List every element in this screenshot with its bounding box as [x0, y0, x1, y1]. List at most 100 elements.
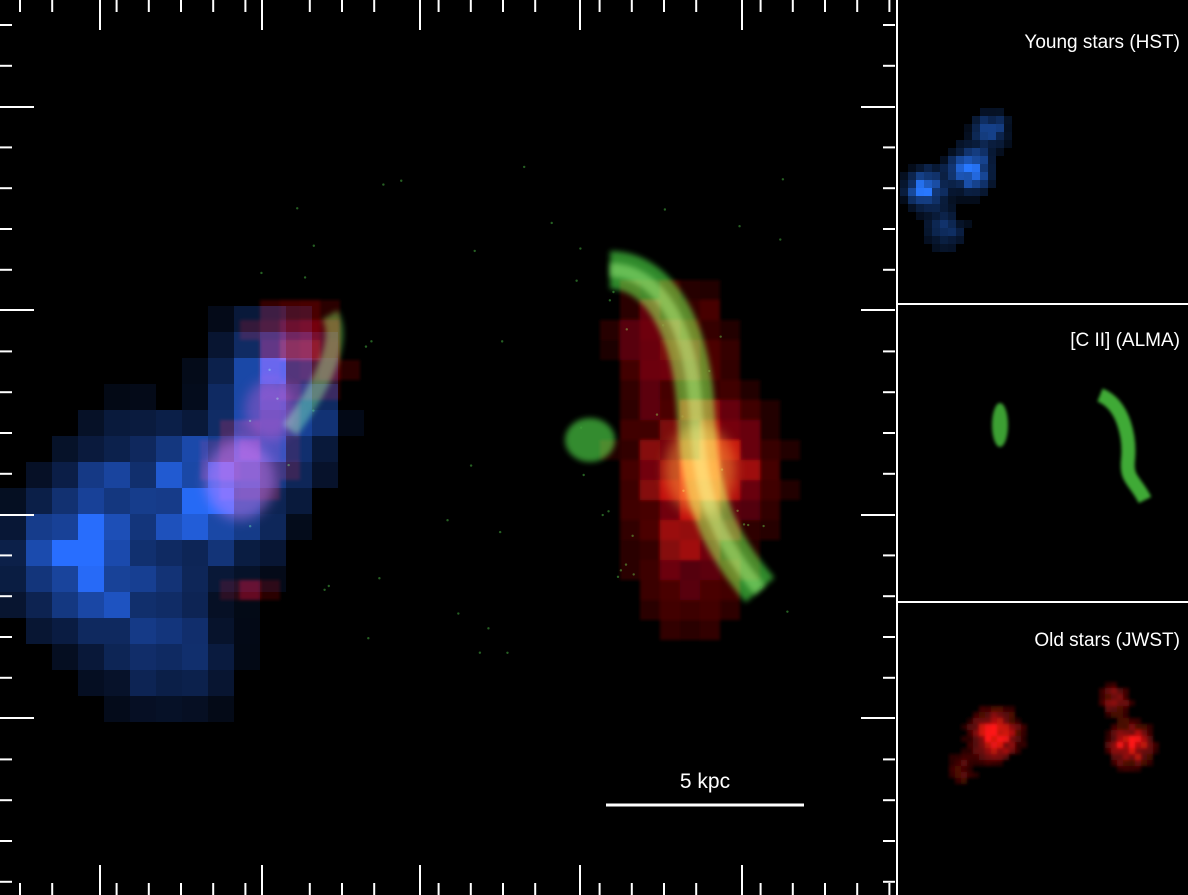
- pixel: [780, 440, 800, 460]
- pixel: [916, 204, 924, 212]
- pixel: [780, 480, 800, 500]
- pixel: [991, 748, 997, 754]
- pixel: [964, 172, 972, 180]
- pixel: [956, 188, 964, 196]
- pixel: [980, 108, 988, 116]
- pixel: [988, 164, 996, 172]
- pixel: [620, 320, 640, 340]
- pixel: [1147, 760, 1153, 766]
- pixel: [961, 760, 967, 766]
- pixel: [1141, 748, 1147, 754]
- pixel: [991, 742, 997, 748]
- pixel: [52, 644, 78, 670]
- pixel: [1004, 140, 1012, 148]
- pixel: [991, 724, 997, 730]
- pixel: [973, 718, 979, 724]
- speck: [296, 207, 298, 209]
- pixel: [964, 180, 972, 188]
- pixel: [964, 220, 972, 228]
- pixel: [52, 566, 78, 592]
- pixel: [1105, 736, 1111, 742]
- pixel: [1117, 766, 1123, 772]
- pixel: [1111, 724, 1117, 730]
- pixel: [988, 116, 996, 124]
- speck: [523, 166, 525, 168]
- pixel: [182, 540, 208, 566]
- pixel: [1117, 754, 1123, 760]
- speck: [249, 525, 251, 527]
- speck: [365, 345, 367, 347]
- pixel: [991, 730, 997, 736]
- pixel: [640, 540, 660, 560]
- speck: [582, 474, 584, 476]
- pixel: [980, 140, 988, 148]
- pixel: [26, 462, 52, 488]
- pixel: [932, 172, 940, 180]
- pixel: [1009, 706, 1015, 712]
- speck: [708, 370, 710, 372]
- pixel: [1111, 700, 1117, 706]
- speck: [313, 245, 315, 247]
- pixel: [988, 180, 996, 188]
- pixel: [964, 188, 972, 196]
- pixel: [182, 696, 208, 722]
- pixel: [1015, 742, 1021, 748]
- pixel: [997, 712, 1003, 718]
- clump: [565, 418, 615, 462]
- pixel: [1135, 766, 1141, 772]
- pixel: [948, 228, 956, 236]
- pixel: [208, 696, 234, 722]
- pixel: [1141, 736, 1147, 742]
- pixel: [940, 188, 948, 196]
- pixel: [979, 712, 985, 718]
- pixel: [640, 600, 660, 620]
- pixel: [964, 164, 972, 172]
- pixel: [967, 724, 973, 730]
- pixel: [1123, 700, 1129, 706]
- pixel: [1111, 688, 1117, 694]
- pixel: [967, 730, 973, 736]
- speck: [779, 238, 781, 240]
- pixel: [964, 148, 972, 156]
- pixel: [1129, 766, 1135, 772]
- pixel: [949, 754, 955, 760]
- pixel: [760, 400, 780, 420]
- pixel: [130, 514, 156, 540]
- pixel: [740, 420, 760, 440]
- pixel: [1123, 736, 1129, 742]
- pixel: [640, 480, 660, 500]
- pixel: [234, 644, 260, 670]
- pixel: [1153, 742, 1159, 748]
- pixel: [1111, 706, 1117, 712]
- pixel: [940, 244, 948, 252]
- pixel: [1009, 742, 1015, 748]
- pixel: [924, 220, 932, 228]
- speck: [786, 610, 788, 612]
- pixel: [997, 730, 1003, 736]
- pixel: [991, 736, 997, 742]
- pixel: [985, 706, 991, 712]
- pixel: [948, 204, 956, 212]
- pixel: [991, 754, 997, 760]
- pixel: [955, 754, 961, 760]
- pixel: [156, 514, 182, 540]
- pixel: [1135, 754, 1141, 760]
- pixel: [720, 400, 740, 420]
- pixel: [1105, 688, 1111, 694]
- pixel: [340, 360, 360, 380]
- pixel: [740, 400, 760, 420]
- pixel: [973, 748, 979, 754]
- pixel: [620, 360, 640, 380]
- pixel: [1129, 730, 1135, 736]
- pixel: [104, 644, 130, 670]
- pixel: [680, 540, 700, 560]
- pixel: [640, 340, 660, 360]
- pixel: [700, 320, 720, 340]
- pixel: [988, 172, 996, 180]
- speck: [501, 340, 503, 342]
- pixel: [955, 778, 961, 784]
- pixel: [680, 580, 700, 600]
- pixel: [1129, 724, 1135, 730]
- pixel: [1111, 748, 1117, 754]
- speck: [579, 247, 581, 249]
